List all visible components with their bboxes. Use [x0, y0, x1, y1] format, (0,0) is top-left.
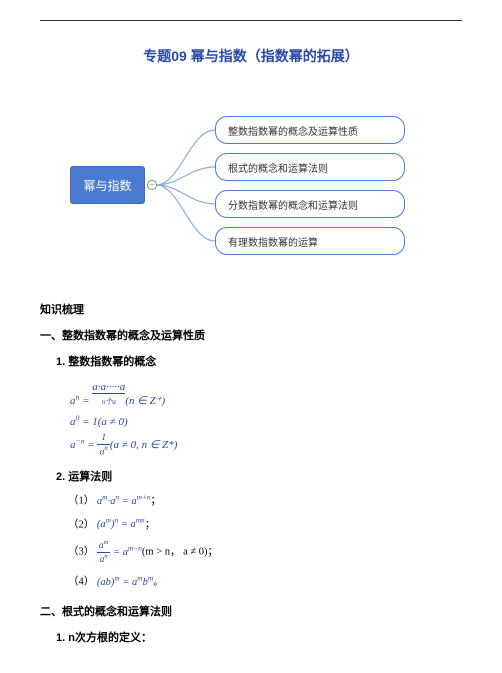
f1-cond: (n ∈ Z⁺)	[125, 395, 165, 407]
f3-top: 1	[97, 433, 109, 445]
sub-1-2: 2. 运算法则	[40, 468, 462, 484]
rule-3: （3） aman = am−n(m > n， a ≠ 0)；	[40, 539, 462, 565]
rule-3-cond: (m > n， a ≠ 0)；	[142, 547, 218, 558]
expand-icon: −	[147, 180, 157, 190]
rule-1: （1） am·an = am+n；	[40, 492, 462, 508]
rule-2: （2） (am)n = amn；	[40, 516, 462, 532]
formula-line-2: a0 = 1(a ≠ 0)	[70, 412, 462, 434]
sub-1-1: 1. 整数指数幂的概念	[40, 353, 462, 369]
mindmap-child-4: 有理数指数幂的运算	[215, 227, 405, 255]
f1a: an =	[70, 395, 92, 407]
mindmap-child-3: 分数指数幂的概念和运算法则	[215, 190, 405, 218]
rule-4-num: （4）	[68, 577, 94, 588]
rule-4: （4） (ab)m = ambm。	[40, 573, 462, 589]
mindmap-child-1: 整数指数幂的概念及运算性质	[215, 116, 405, 144]
f3-bot: an	[97, 445, 109, 458]
sub-2-1: 1. n次方根的定义：	[40, 629, 462, 645]
section-heading: 知识梳理	[40, 301, 462, 317]
f3b: (a ≠ 0, n ∈ Z*)	[110, 439, 178, 451]
top-rule	[40, 20, 462, 21]
rule-3-num: （3）	[68, 547, 94, 558]
mindmap-container: 幂与指数 − 整数指数幂的概念及运算性质 根式的概念和运算法则 分数指数幂的概念…	[40, 96, 462, 276]
rule-1-math: am·an = am+n	[97, 496, 151, 507]
rule-4-trail: 。	[153, 577, 164, 588]
rule-1-trail: ；	[151, 496, 162, 507]
f1-label: n个a	[92, 399, 125, 406]
page-title: 专题09 幂与指数（指数幂的拓展）	[40, 46, 462, 66]
f1-mid: a·a·····a	[92, 381, 125, 394]
formula-line-3: a−n = 1an(a ≠ 0, n ∈ Z*)	[70, 433, 462, 458]
mindmap-root: 幂与指数	[70, 166, 145, 204]
rule-1-num: （1）	[68, 496, 94, 507]
rule-4-math: (ab)m = ambm	[97, 577, 153, 588]
mindmap-child-2: 根式的概念和运算法则	[215, 153, 405, 181]
h1-1: 一、整数指数幂的概念及运算性质	[40, 327, 462, 343]
rule-2-math: (am)n = amn	[97, 519, 145, 530]
rule-3-math: aman = am−n	[97, 547, 142, 558]
rule-2-num: （2）	[68, 519, 94, 530]
rule-2-trail: ；	[145, 519, 156, 530]
formula-line-1: an = a·a·····a n个a(n ∈ Z⁺)	[70, 377, 462, 412]
formula-block-1: an = a·a·····an个a(n ∈ Z⁺) a0 = 1(a ≠ 0) …	[40, 377, 462, 458]
h1-2: 二、根式的概念和运算法则	[40, 603, 462, 619]
